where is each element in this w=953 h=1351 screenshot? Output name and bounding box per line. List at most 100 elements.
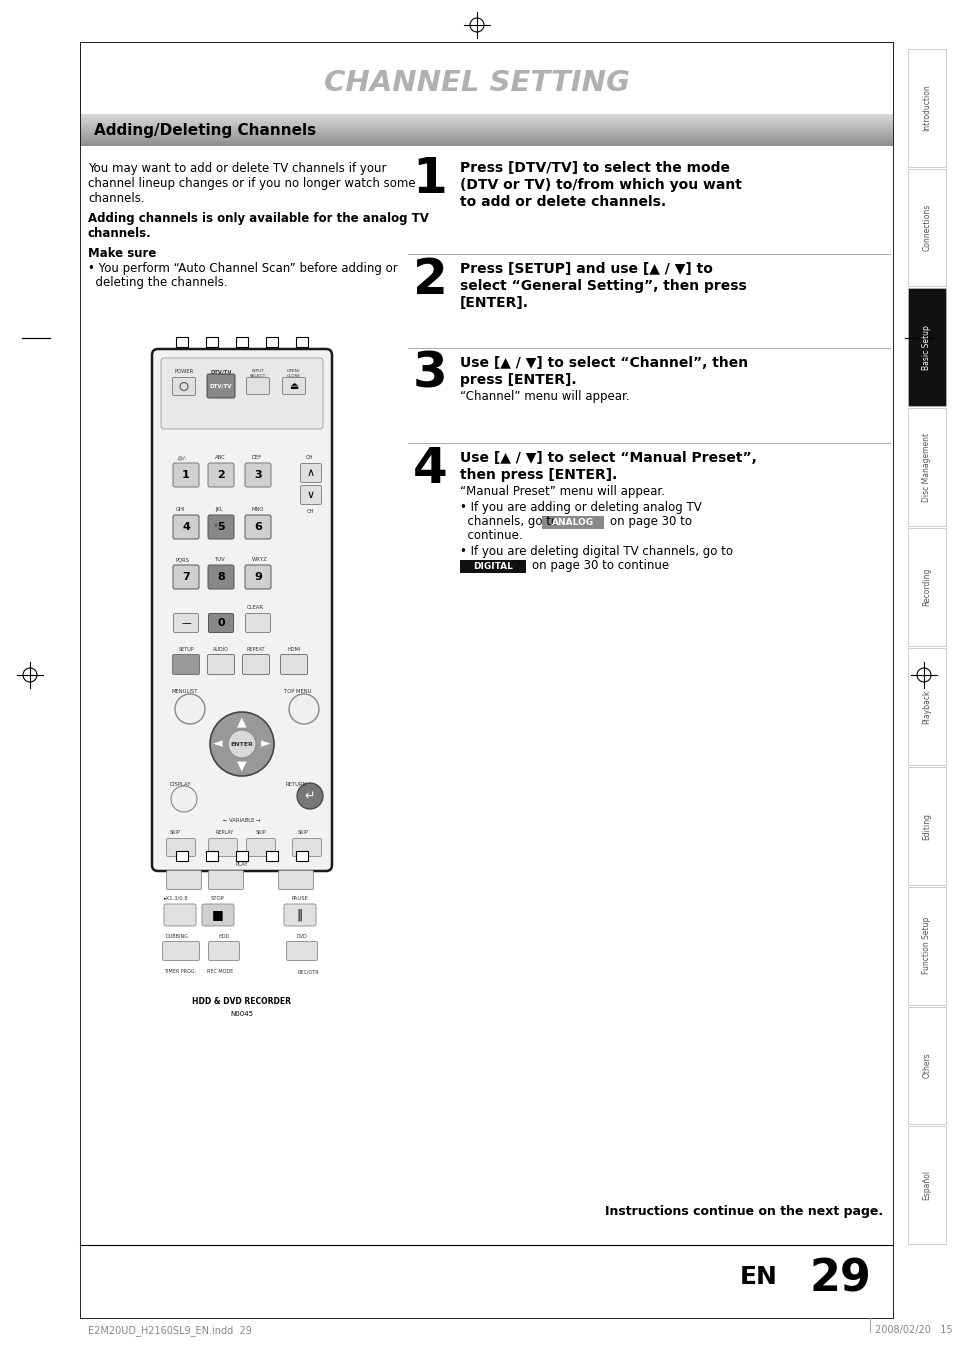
Text: • If you are adding or deleting analog TV: • If you are adding or deleting analog T…: [459, 501, 701, 513]
Text: 8: 8: [217, 571, 225, 582]
Text: ↵: ↵: [304, 789, 314, 802]
Circle shape: [289, 694, 318, 724]
FancyBboxPatch shape: [208, 515, 233, 539]
Text: TOP MENU: TOP MENU: [284, 689, 312, 694]
Text: Playback: Playback: [922, 689, 930, 724]
Text: ▸X1.3/0.8: ▸X1.3/0.8: [164, 896, 189, 901]
FancyBboxPatch shape: [242, 654, 269, 674]
Text: Use [▲ / ▼] to select “Manual Preset”,: Use [▲ / ▼] to select “Manual Preset”,: [459, 451, 756, 465]
Text: select “General Setting”, then press: select “General Setting”, then press: [459, 280, 746, 293]
FancyBboxPatch shape: [172, 377, 195, 396]
Text: ANALOG: ANALOG: [552, 517, 594, 527]
Text: 3: 3: [413, 350, 447, 399]
FancyBboxPatch shape: [209, 839, 237, 857]
FancyBboxPatch shape: [300, 485, 321, 504]
Text: 2008/02/20   15:32:33: 2008/02/20 15:32:33: [874, 1325, 953, 1335]
Text: 1: 1: [412, 155, 447, 203]
Bar: [907, 1127, 945, 1244]
FancyBboxPatch shape: [161, 358, 323, 430]
Text: channels.: channels.: [88, 192, 145, 205]
Bar: [235, 336, 248, 347]
Text: You may want to add or delete TV channels if your: You may want to add or delete TV channel…: [88, 162, 386, 176]
Text: Disc Management: Disc Management: [922, 432, 930, 501]
FancyBboxPatch shape: [284, 904, 315, 925]
Text: 4: 4: [413, 444, 447, 493]
Text: ◄: ◄: [213, 738, 223, 751]
FancyBboxPatch shape: [246, 377, 269, 394]
Text: REPLAY: REPLAY: [215, 830, 234, 835]
Text: “Channel” menu will appear.: “Channel” menu will appear.: [459, 390, 629, 403]
Text: STOP: STOP: [211, 896, 225, 901]
Text: SKIP: SKIP: [297, 830, 309, 835]
Text: channels.: channels.: [88, 227, 152, 240]
FancyBboxPatch shape: [162, 942, 199, 961]
Text: (DTV or TV) to/from which you want: (DTV or TV) to/from which you want: [459, 178, 741, 192]
Text: ENTER: ENTER: [231, 742, 253, 747]
Circle shape: [296, 784, 323, 809]
Text: HDMI: HDMI: [287, 647, 300, 653]
Circle shape: [174, 694, 205, 724]
Text: PLAY: PLAY: [235, 862, 248, 867]
Text: ▲: ▲: [237, 716, 247, 728]
Text: DUBBING: DUBBING: [166, 934, 189, 939]
Text: ∧: ∧: [307, 467, 314, 478]
Bar: [295, 851, 308, 861]
Text: MENULIST: MENULIST: [172, 689, 198, 694]
Bar: [907, 49, 945, 166]
FancyBboxPatch shape: [207, 374, 234, 399]
FancyBboxPatch shape: [245, 565, 271, 589]
Bar: [907, 528, 945, 646]
Text: continue.: continue.: [459, 530, 522, 542]
FancyBboxPatch shape: [172, 463, 199, 486]
Text: Press [SETUP] and use [▲ / ▼] to: Press [SETUP] and use [▲ / ▼] to: [459, 262, 712, 276]
Circle shape: [228, 730, 255, 758]
Bar: [541, 516, 603, 530]
Text: to add or delete channels.: to add or delete channels.: [459, 195, 665, 209]
FancyBboxPatch shape: [300, 463, 321, 482]
Text: • If you are deleting digital TV channels, go to: • If you are deleting digital TV channel…: [459, 544, 732, 558]
FancyBboxPatch shape: [209, 870, 243, 889]
Text: DVD: DVD: [296, 934, 307, 939]
Text: 5: 5: [217, 521, 225, 532]
Text: HDD: HDD: [218, 934, 230, 939]
Bar: [907, 767, 945, 885]
Text: DIGITAL: DIGITAL: [473, 562, 513, 571]
Text: N0045: N0045: [231, 1011, 253, 1017]
FancyBboxPatch shape: [208, 654, 234, 674]
Text: DISPLAY: DISPLAY: [170, 782, 192, 788]
Text: Make sure: Make sure: [88, 247, 156, 259]
Circle shape: [171, 786, 196, 812]
Bar: [907, 288, 945, 407]
Bar: [266, 336, 277, 347]
FancyBboxPatch shape: [209, 613, 233, 632]
Text: channel lineup changes or if you no longer watch some: channel lineup changes or if you no long…: [88, 177, 416, 190]
Text: —: —: [181, 617, 191, 628]
Text: Editing: Editing: [922, 812, 930, 839]
Text: 0: 0: [217, 617, 225, 628]
FancyBboxPatch shape: [202, 904, 233, 925]
Text: 6: 6: [253, 521, 262, 532]
Text: ← VARIABLE →: ← VARIABLE →: [223, 817, 260, 823]
Text: RETURN: RETURN: [286, 782, 307, 788]
Text: JKL: JKL: [214, 507, 222, 512]
Bar: [206, 336, 218, 347]
Text: WXYZ: WXYZ: [252, 557, 268, 562]
Bar: [175, 851, 188, 861]
Text: ⏏: ⏏: [289, 381, 298, 390]
Text: DTV/TV: DTV/TV: [210, 384, 232, 389]
Text: MNO: MNO: [252, 507, 264, 512]
Bar: [206, 851, 218, 861]
Text: [ENTER].: [ENTER].: [459, 296, 529, 309]
Text: channels, go to: channels, go to: [459, 515, 558, 528]
Text: Recording: Recording: [922, 567, 930, 605]
FancyBboxPatch shape: [172, 654, 199, 674]
FancyBboxPatch shape: [209, 942, 239, 961]
Text: 1: 1: [182, 470, 190, 480]
Bar: [295, 336, 308, 347]
Text: 9: 9: [253, 571, 262, 582]
Bar: [907, 408, 945, 526]
Text: DTV/TV: DTV/TV: [210, 369, 232, 374]
Text: Adding/Deleting Channels: Adding/Deleting Channels: [94, 123, 315, 138]
Text: POWER: POWER: [174, 369, 193, 374]
FancyBboxPatch shape: [208, 463, 233, 486]
